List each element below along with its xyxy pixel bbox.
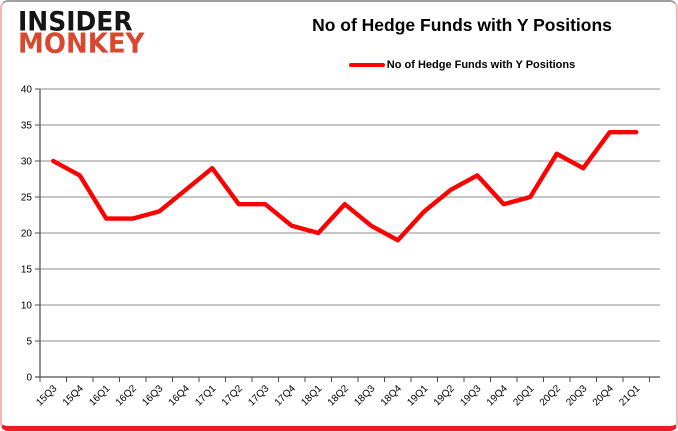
- legend-line-swatch: [348, 63, 385, 67]
- page-title: No of Hedge Funds with Y Positions: [312, 15, 612, 35]
- x-category-label: 20Q2: [538, 383, 563, 408]
- x-category-label: 15Q3: [34, 383, 59, 408]
- legend: No of Hedge Funds with Y Positions: [252, 59, 672, 71]
- y-tick-label: 5: [26, 337, 32, 348]
- x-category-label: 17Q4: [273, 383, 298, 408]
- logo-monkey-text: MONKEY: [18, 28, 145, 60]
- legend-label: No of Hedge Funds with Y Positions: [386, 59, 576, 71]
- y-tick-label: 25: [21, 193, 33, 204]
- y-tick-label: 15: [21, 265, 33, 276]
- x-category-label: 21Q1: [617, 383, 642, 408]
- x-category-label: 17Q3: [246, 383, 271, 408]
- x-category-label: 16Q3: [140, 383, 165, 408]
- x-category-label: 16Q2: [114, 383, 139, 408]
- y-tick-label: 20: [21, 229, 33, 240]
- y-tick-label: 40: [21, 85, 33, 96]
- y-tick-label: 10: [21, 301, 33, 312]
- x-category-label: 17Q1: [193, 383, 218, 408]
- y-tick-label: 30: [21, 157, 33, 168]
- series-line: [51, 129, 639, 243]
- x-category-label: 16Q1: [87, 383, 112, 408]
- x-category-label: 18Q2: [326, 383, 351, 408]
- y-tick-label: 0: [26, 373, 32, 384]
- x-category-label: 19Q1: [405, 383, 430, 408]
- logo-insider-text: INSIDER: [18, 6, 133, 37]
- insider-monkey-logo: INSIDER MONKEY: [18, 6, 145, 60]
- x-category-label: 20Q1: [511, 383, 536, 408]
- x-category-label: 18Q3: [352, 383, 377, 408]
- x-category-label: 18Q4: [379, 383, 404, 408]
- x-category-label: 19Q3: [458, 383, 483, 408]
- x-category-label: 19Q4: [485, 383, 510, 408]
- x-category-label: 19Q2: [432, 383, 457, 408]
- x-category-label: 20Q3: [564, 383, 589, 408]
- x-category-label: 15Q4: [61, 383, 86, 408]
- x-category-label: 16Q4: [167, 383, 192, 408]
- x-category-label: 18Q1: [299, 383, 324, 408]
- y-tick-label: 35: [21, 121, 33, 132]
- x-category-label: 17Q2: [220, 383, 245, 408]
- x-category-label: 20Q4: [591, 383, 616, 408]
